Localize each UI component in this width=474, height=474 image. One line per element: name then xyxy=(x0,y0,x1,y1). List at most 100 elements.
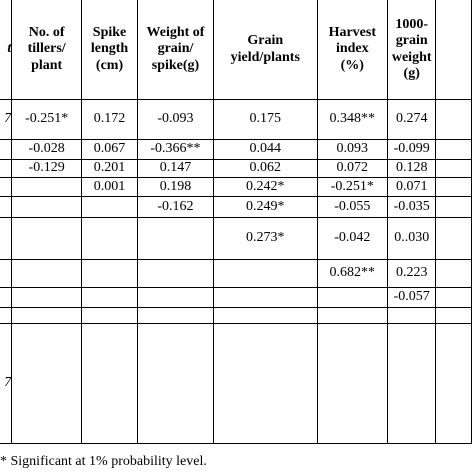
data-cell: -0.093 xyxy=(137,99,214,140)
header-cell: No. of tillers/ plant xyxy=(11,0,83,100)
data-cell xyxy=(435,139,472,160)
data-row: 0.001 0.198 0.242* -0.251* 0.071 xyxy=(0,177,472,197)
header-row: t No. of tillers/ plant Spike length (cm) W… xyxy=(0,0,472,100)
data-cell: 0.348** xyxy=(316,99,388,140)
data-cell: -0.099 xyxy=(386,139,437,160)
data-row: 7 xyxy=(0,323,472,444)
data-cell: 0.242* xyxy=(212,177,318,197)
data-cell: 0.175 xyxy=(212,99,318,140)
data-cell: 0.067 xyxy=(81,139,139,160)
data-cell xyxy=(0,287,13,308)
data-cell: 0.273* xyxy=(212,217,318,260)
data-cell: 0.062 xyxy=(212,159,318,178)
data-cell: 0.044 xyxy=(212,139,318,160)
data-cell xyxy=(435,159,472,178)
data-cell: 0.223 xyxy=(386,259,437,288)
data-cell: -0.251* xyxy=(11,99,83,140)
data-cell xyxy=(137,259,214,288)
data-cell xyxy=(435,323,472,444)
data-cell xyxy=(137,323,214,444)
data-row xyxy=(0,307,472,324)
data-cell xyxy=(0,259,13,288)
data-cell: 0..030 xyxy=(386,217,437,260)
data-cell xyxy=(316,323,388,444)
data-cell xyxy=(0,307,13,324)
table-container: t No. of tillers/ plant Spike length (cm) W… xyxy=(0,0,472,444)
data-cell: 0.072 xyxy=(316,159,388,178)
data-cell: 0.201 xyxy=(81,159,139,178)
data-cell xyxy=(435,177,472,197)
footnote: * Significant at 1% probability level. xyxy=(0,454,207,469)
header-cell xyxy=(435,0,472,100)
data-row: 7 -0.251* 0.172 -0.093 0.175 0.348** 0.274 xyxy=(0,99,472,140)
header-cell: Weight of grain/ spike(g) xyxy=(137,0,214,100)
data-cell xyxy=(435,259,472,288)
data-row: -0.129 0.201 0.147 0.062 0.072 0.128 xyxy=(0,159,472,178)
data-cell xyxy=(137,307,214,324)
data-cell: 0.249* xyxy=(212,196,318,218)
data-cell xyxy=(11,177,83,197)
header-cell: t xyxy=(0,0,13,100)
data-cell: -0.035 xyxy=(386,196,437,218)
data-cell xyxy=(386,323,437,444)
data-cell xyxy=(316,307,388,324)
data-cell xyxy=(0,196,13,218)
data-cell xyxy=(11,323,83,444)
data-cell: 0.093 xyxy=(316,139,388,160)
data-cell xyxy=(137,217,214,260)
data-cell xyxy=(386,307,437,324)
data-cell: 7 xyxy=(0,323,13,444)
data-cell xyxy=(435,307,472,324)
data-cell xyxy=(212,307,318,324)
data-cell xyxy=(435,287,472,308)
data-cell: -0.251* xyxy=(316,177,388,197)
data-cell: 7 xyxy=(0,99,13,140)
data-cell: 0.172 xyxy=(81,99,139,140)
data-cell xyxy=(316,287,388,308)
data-cell: 0.274 xyxy=(386,99,437,140)
header-cell: 1000- grain weight (g) xyxy=(386,0,437,100)
data-cell xyxy=(81,196,139,218)
data-cell xyxy=(0,159,13,178)
data-cell: -0.366** xyxy=(137,139,214,160)
data-cell xyxy=(137,287,214,308)
data-cell xyxy=(81,323,139,444)
data-cell xyxy=(81,287,139,308)
data-cell xyxy=(435,196,472,218)
data-row: 0.273* -0.042 0..030 xyxy=(0,217,472,260)
header-cell: Harvest index (%) xyxy=(316,0,388,100)
data-cell xyxy=(11,196,83,218)
data-cell xyxy=(11,307,83,324)
data-cell xyxy=(0,177,13,197)
data-cell: -0.129 xyxy=(11,159,83,178)
data-cell: -0.162 xyxy=(137,196,214,218)
data-cell xyxy=(81,217,139,260)
data-cell: 0.128 xyxy=(386,159,437,178)
data-cell: -0.055 xyxy=(316,196,388,218)
data-cell: 0.198 xyxy=(137,177,214,197)
data-row: -0.028 0.067 -0.366** 0.044 0.093 -0.099 xyxy=(0,139,472,160)
data-cell: 0.147 xyxy=(137,159,214,178)
data-row: -0.057 xyxy=(0,287,472,308)
data-cell xyxy=(11,259,83,288)
data-cell xyxy=(212,259,318,288)
data-cell: 0.682** xyxy=(316,259,388,288)
correlation-table: t No. of tillers/ plant Spike length (cm) W… xyxy=(0,0,472,444)
header-cell: Spike length (cm) xyxy=(81,0,139,100)
data-cell xyxy=(212,287,318,308)
data-cell xyxy=(0,139,13,160)
data-cell: -0.028 xyxy=(11,139,83,160)
data-cell xyxy=(81,259,139,288)
data-row: 0.682** 0.223 xyxy=(0,259,472,288)
data-cell: -0.042 xyxy=(316,217,388,260)
data-cell xyxy=(11,217,83,260)
data-cell: 0.071 xyxy=(386,177,437,197)
data-cell xyxy=(212,323,318,444)
header-cell: Grain yield/plants xyxy=(212,0,318,100)
data-row: -0.162 0.249* -0.055 -0.035 xyxy=(0,196,472,218)
data-cell xyxy=(0,217,13,260)
data-cell: -0.057 xyxy=(386,287,437,308)
data-cell xyxy=(11,287,83,308)
data-cell xyxy=(81,307,139,324)
data-cell xyxy=(435,99,472,140)
